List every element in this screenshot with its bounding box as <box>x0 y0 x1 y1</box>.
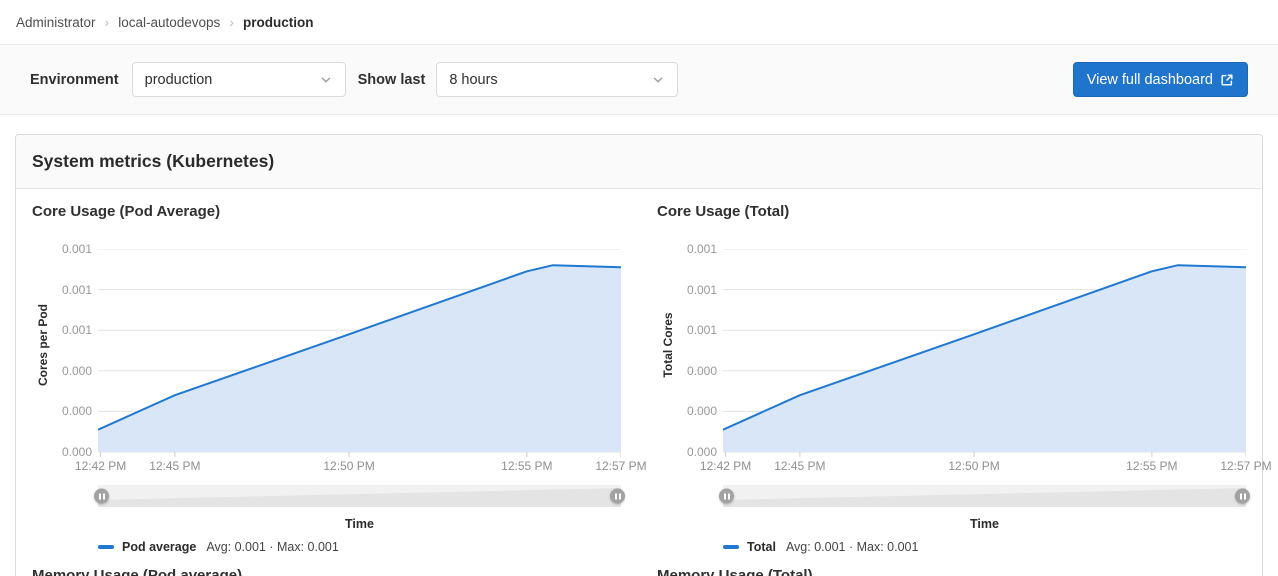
core-usage-total-panel: Core Usage (Total) Total Cores 0.001 0.0… <box>657 189 1272 555</box>
chevron-down-icon <box>651 73 665 87</box>
x-tick-label: 12:55 PM <box>501 459 553 473</box>
x-tick-label: 12:45 PM <box>149 459 201 473</box>
x-axis-title: Time <box>345 517 374 531</box>
legend-series-stats: Avg: 0.001 · Max: 0.001 <box>206 540 339 554</box>
breadcrumb-item-current-environment: production <box>242 14 314 30</box>
show-last-label: Show last <box>357 71 426 88</box>
y-axis-ticks: 0.001 0.001 0.001 0.000 0.000 0.000 <box>679 242 723 459</box>
legend-swatch <box>723 545 739 549</box>
y-tick-label: 0.001 <box>61 242 92 256</box>
x-axis-title: Time <box>970 517 999 531</box>
slider-handle-left[interactable] <box>719 488 734 504</box>
breadcrumb: Administrator › local-autodevops › produ… <box>0 0 1278 45</box>
y-tick-label: 0.001 <box>686 242 717 256</box>
x-tick-label: 12:42 PM <box>74 459 127 473</box>
core-usage-total-chart-canvas[interactable] <box>723 249 1246 458</box>
y-tick-label: 0.000 <box>686 404 717 419</box>
y-tick-label: 0.001 <box>686 282 717 297</box>
y-tick-label: 0.001 <box>61 282 92 297</box>
y-tick-label: 0.000 <box>61 404 92 419</box>
slider-handle-right[interactable] <box>610 488 625 504</box>
chart-title: Core Usage (Pod Average) <box>32 203 221 220</box>
environment-select-value: production <box>144 71 213 88</box>
view-full-dashboard-label: View full dashboard <box>1086 71 1213 88</box>
breadcrumb-separator-icon: › <box>229 14 234 30</box>
legend-series-name: Pod average <box>122 540 197 554</box>
show-last-select-value: 8 hours <box>449 71 498 88</box>
system-metrics-header: System metrics (Kubernetes) <box>16 135 1262 189</box>
y-tick-label: 0.000 <box>61 363 92 378</box>
legend-item-pod-average[interactable]: Pod average Avg: 0.001 · Max: 0.001 <box>98 539 621 555</box>
environment-select[interactable]: production <box>131 62 346 97</box>
time-range-slider[interactable] <box>719 485 1250 507</box>
x-tick-label: 12:42 PM <box>699 459 752 473</box>
x-tick-label: 12:57 PM <box>595 459 647 473</box>
x-tick-label: 12:45 PM <box>774 459 826 473</box>
view-full-dashboard-button[interactable]: View full dashboard <box>1072 62 1248 97</box>
show-last-select[interactable]: 8 hours <box>436 62 679 97</box>
section-title: System metrics (Kubernetes) <box>32 151 275 171</box>
system-metrics-card: System metrics (Kubernetes) Core Usage (… <box>15 134 1272 576</box>
chart-title: Core Usage (Total) <box>657 203 790 220</box>
time-range-slider[interactable] <box>94 485 625 507</box>
y-axis-ticks: 0.001 0.001 0.001 0.000 0.000 0.000 <box>54 242 98 459</box>
slider-handle-left[interactable] <box>94 488 109 504</box>
slider-preview-area <box>723 488 1246 507</box>
x-tick-label: 12:57 PM <box>1220 459 1272 473</box>
breadcrumb-item-project[interactable]: local-autodevops <box>118 14 221 30</box>
y-tick-label: 0.001 <box>61 323 92 338</box>
filter-bar: Environment production Show last 8 hours… <box>0 45 1278 115</box>
legend-series-stats: Avg: 0.001 · Max: 0.001 <box>785 540 919 554</box>
core-usage-pod-average-panel: Core Usage (Pod Average) Cores per Pod 0… <box>32 189 647 555</box>
breadcrumb-separator-icon: › <box>104 14 110 30</box>
legend-item-total[interactable]: Total Avg: 0.001 · Max: 0.001 <box>723 539 1246 555</box>
chart-title-memory-pod-average: Memory Usage (Pod average) <box>32 567 243 576</box>
legend-swatch <box>98 545 114 549</box>
chart-title-memory-total: Memory Usage (Total) <box>657 567 813 576</box>
slider-preview-area <box>98 488 621 507</box>
y-axis-title: Cores per Pod <box>36 303 50 387</box>
external-link-icon <box>1220 73 1234 87</box>
environment-label: Environment <box>30 71 119 88</box>
legend-series-name: Total <box>747 540 776 554</box>
core-usage-pod-average-chart-canvas[interactable] <box>98 249 621 458</box>
y-tick-label: 0.001 <box>686 323 717 338</box>
y-axis-title: Total Cores <box>661 312 675 378</box>
x-axis-ticks: 12:42 PM 12:45 PM 12:50 PM 12:55 PM 12:5… <box>75 458 647 474</box>
y-tick-label: 0.000 <box>686 363 717 378</box>
x-tick-label: 12:50 PM <box>948 459 1000 473</box>
x-tick-label: 12:55 PM <box>1126 459 1178 473</box>
chevron-down-icon <box>319 73 333 87</box>
y-tick-label: 0.000 <box>61 445 92 459</box>
slider-handle-right[interactable] <box>1235 488 1250 504</box>
x-axis-ticks: 12:42 PM 12:45 PM 12:50 PM 12:55 PM 12:5… <box>700 458 1272 474</box>
breadcrumb-item-administrator[interactable]: Administrator <box>16 14 96 30</box>
x-tick-label: 12:50 PM <box>323 459 375 473</box>
y-tick-label: 0.000 <box>686 445 717 459</box>
